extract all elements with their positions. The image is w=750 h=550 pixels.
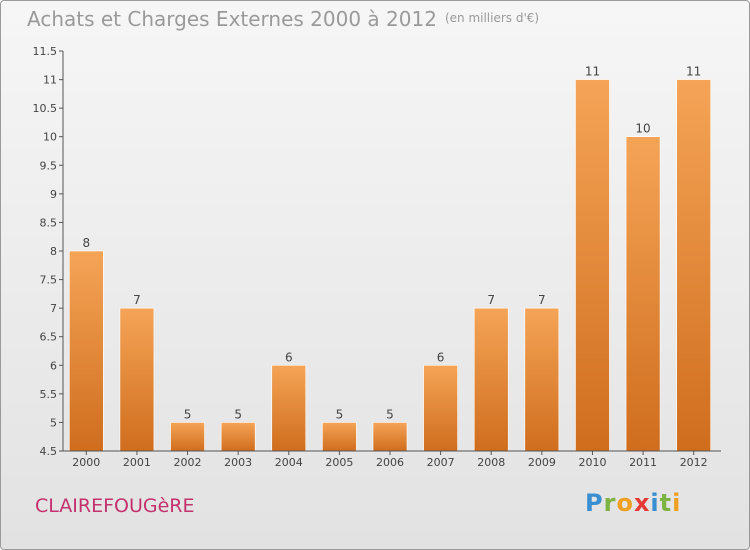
y-tick-label: 11: [43, 74, 57, 87]
value-label: 5: [234, 407, 242, 421]
x-tick-label: 2002: [174, 456, 202, 469]
bar-2012: [676, 79, 711, 452]
y-tick-label: 10.5: [33, 102, 58, 115]
y-tick-label: 6.5: [40, 331, 58, 344]
value-label: 5: [386, 407, 394, 421]
y-tick-label: 4.5: [40, 445, 58, 458]
bar-2000: [69, 250, 104, 452]
y-tick-label: 10: [43, 131, 57, 144]
x-tick-label: 2000: [72, 456, 100, 469]
y-tick-label: 6: [50, 359, 57, 372]
x-tick-label: 2012: [680, 456, 708, 469]
value-label: 11: [686, 65, 701, 79]
chart-unit: (en milliers d'€): [444, 11, 540, 25]
value-label: 10: [635, 122, 650, 136]
bar-2005: [322, 422, 357, 452]
value-label: 5: [336, 407, 344, 421]
bar-2003: [220, 422, 256, 452]
bar-2006: [372, 422, 408, 452]
y-tick-label: 7: [50, 302, 57, 315]
x-tick-label: 2005: [325, 456, 353, 469]
bar-2001: [119, 307, 155, 452]
bar-2009: [524, 307, 560, 452]
y-tick-label: 8: [50, 245, 57, 258]
y-tick-label: 9.5: [40, 159, 58, 172]
x-tick-label: 2008: [477, 456, 505, 469]
value-label: 5: [184, 407, 192, 421]
chart-title-text: Achats et Charges Externes 2000 à 2012: [27, 7, 437, 31]
x-tick-label: 2004: [275, 456, 303, 469]
bar-2004: [271, 364, 307, 452]
bar-2011: [625, 136, 661, 452]
x-tick-label: 2001: [123, 456, 151, 469]
y-tick-label: 5: [50, 416, 57, 429]
value-label: 7: [133, 293, 141, 307]
x-tick-label: 2006: [376, 456, 404, 469]
value-label: 8: [82, 236, 90, 250]
value-label: 11: [585, 65, 600, 79]
bar-2010: [575, 79, 610, 452]
y-tick-label: 8.5: [40, 216, 58, 229]
value-label: 7: [538, 293, 546, 307]
value-label: 6: [437, 350, 445, 364]
bar-2002: [170, 422, 205, 452]
axes-group: 2000 2001 2002 2003 2004 2005 2006 2007 2008 2009…: [33, 45, 721, 469]
y-tick-label: 11.5: [33, 45, 58, 58]
chart-title: Achats et Charges Externes 2000 à 2012 (e…: [27, 7, 539, 31]
y-tick-label: 5.5: [40, 388, 58, 401]
y-tick-label: 9: [50, 188, 57, 201]
x-tick-label: 2011: [629, 456, 657, 469]
value-label: 6: [285, 350, 293, 364]
value-label: 7: [487, 293, 495, 307]
bar-2008: [473, 307, 509, 452]
x-tick-label: 2007: [427, 456, 455, 469]
y-tick-label: 7.5: [40, 274, 58, 287]
bar-2007: [423, 364, 458, 452]
x-tick-label: 2009: [528, 456, 556, 469]
bars-group: 8 7 5 5 6 5 5 6 7 7 11 10 11: [69, 65, 711, 452]
x-tick-label: 2010: [578, 456, 606, 469]
proxiti-logo: Proxiti: [585, 489, 682, 517]
location-name: CLAIREFOUGèRE: [35, 495, 195, 517]
x-tick-label: 2003: [224, 456, 252, 469]
